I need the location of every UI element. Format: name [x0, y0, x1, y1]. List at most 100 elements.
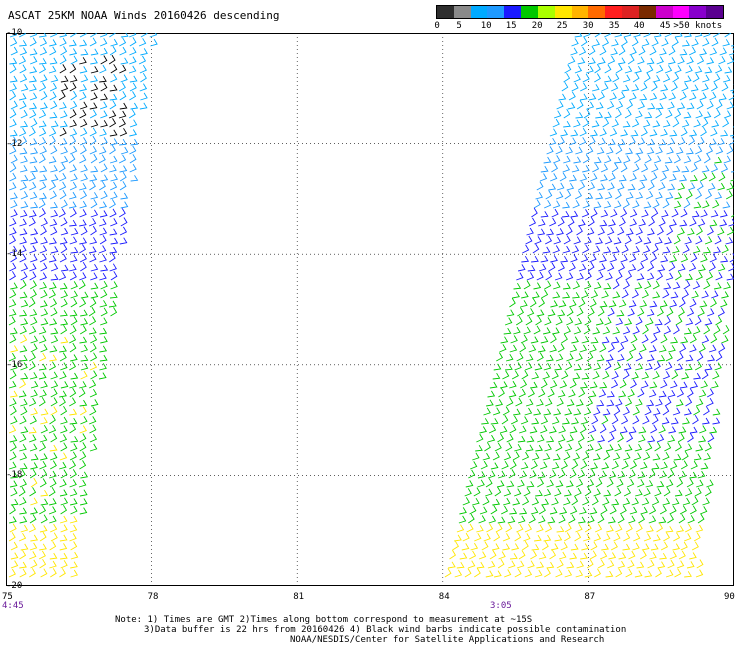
wind-barb — [611, 379, 619, 389]
wind-barb — [718, 343, 726, 353]
wind-barb — [531, 255, 539, 263]
wind-barb — [646, 57, 655, 65]
wind-barb — [110, 191, 118, 200]
wind-barb — [119, 128, 128, 137]
wind-barb — [608, 516, 616, 524]
wind-barb — [658, 425, 666, 434]
wind-barb — [588, 390, 597, 398]
wind-barb — [531, 452, 540, 461]
wind-barb — [28, 523, 37, 533]
wind-barb — [617, 560, 626, 569]
wind-barb — [70, 443, 78, 452]
wind-barb — [80, 498, 88, 506]
wind-barb — [694, 66, 703, 74]
wind-barb — [658, 345, 667, 353]
legend-label: 40 — [633, 21, 645, 31]
wind-barb — [525, 398, 534, 407]
wind-barb — [80, 118, 88, 128]
wind-barb — [553, 155, 561, 164]
wind-barb — [656, 307, 664, 317]
wind-barb — [9, 289, 17, 299]
wind-barb — [557, 309, 566, 317]
wind-barb — [610, 209, 618, 218]
wind-barb — [129, 145, 137, 155]
wind-barb — [705, 145, 714, 155]
wind-barb — [29, 37, 37, 47]
wind-barb — [601, 82, 609, 92]
wind-barb — [50, 74, 59, 83]
wind-barb — [120, 74, 128, 83]
wind-barb — [79, 336, 88, 344]
wind-barb — [532, 291, 540, 299]
wind-barb — [677, 102, 686, 110]
wind-barb — [583, 407, 592, 416]
wind-barb — [703, 324, 711, 335]
wind-barb — [601, 336, 610, 344]
map-frame — [6, 33, 734, 586]
wind-barb — [618, 552, 627, 560]
wind-barb — [476, 525, 484, 533]
wind-barb — [19, 181, 27, 191]
wind-barb — [607, 433, 615, 443]
wind-barb — [109, 144, 116, 155]
wind-barb — [604, 317, 612, 326]
wind-barb — [39, 363, 47, 371]
wind-barb — [580, 382, 588, 389]
wind-barb — [551, 163, 559, 173]
wind-barb — [656, 270, 664, 281]
wind-barb — [48, 506, 57, 515]
wind-barb — [119, 181, 127, 191]
wind-barb — [574, 363, 582, 371]
wind-barb — [630, 379, 637, 389]
wind-barb — [684, 488, 693, 497]
wind-barb — [662, 73, 671, 83]
wind-barb — [717, 227, 725, 236]
wind-barb — [594, 73, 601, 83]
wind-barb — [89, 379, 97, 389]
wind-barb — [624, 235, 632, 245]
wind-barb — [635, 191, 644, 200]
wind-barb — [689, 552, 697, 560]
wind-barb — [555, 568, 563, 578]
wind-barb — [639, 174, 648, 182]
wind-barb — [566, 307, 574, 317]
wind-barb — [686, 56, 694, 65]
wind-barb — [553, 236, 562, 245]
wind-barb — [682, 497, 691, 506]
wind-barb — [720, 299, 728, 308]
wind-barb — [129, 37, 137, 47]
wind-barb — [90, 165, 99, 173]
wind-barb — [597, 227, 605, 236]
wind-barb — [696, 559, 704, 569]
wind-barb — [79, 84, 88, 92]
wind-barb — [642, 119, 651, 128]
wind-barb — [573, 156, 582, 164]
wind-barb — [120, 217, 128, 227]
wind-barb — [59, 33, 68, 38]
wind-barb — [29, 289, 37, 299]
wind-barb — [10, 37, 18, 47]
wind-barb — [630, 334, 638, 344]
wind-barb — [581, 372, 590, 380]
wind-barb — [551, 370, 559, 380]
wind-barb — [29, 245, 37, 254]
wind-barb — [524, 523, 533, 533]
wind-barb — [670, 82, 678, 92]
wind-barb — [512, 451, 520, 461]
wind-barb — [502, 543, 511, 551]
wind-barb — [710, 298, 717, 308]
wind-barb — [60, 217, 68, 227]
wind-barb — [497, 433, 505, 443]
wind-barb — [611, 119, 619, 128]
wind-barb — [59, 352, 67, 362]
wind-barb — [647, 354, 655, 362]
wind-barb — [597, 559, 605, 569]
wind-barb — [49, 46, 57, 56]
wind-barb — [676, 560, 685, 569]
wind-barb — [10, 100, 18, 110]
wind-barb — [578, 263, 587, 272]
wind-barb — [29, 48, 38, 56]
wind-barb — [536, 271, 544, 281]
wind-barb — [59, 102, 67, 110]
legend-swatch — [437, 6, 454, 18]
